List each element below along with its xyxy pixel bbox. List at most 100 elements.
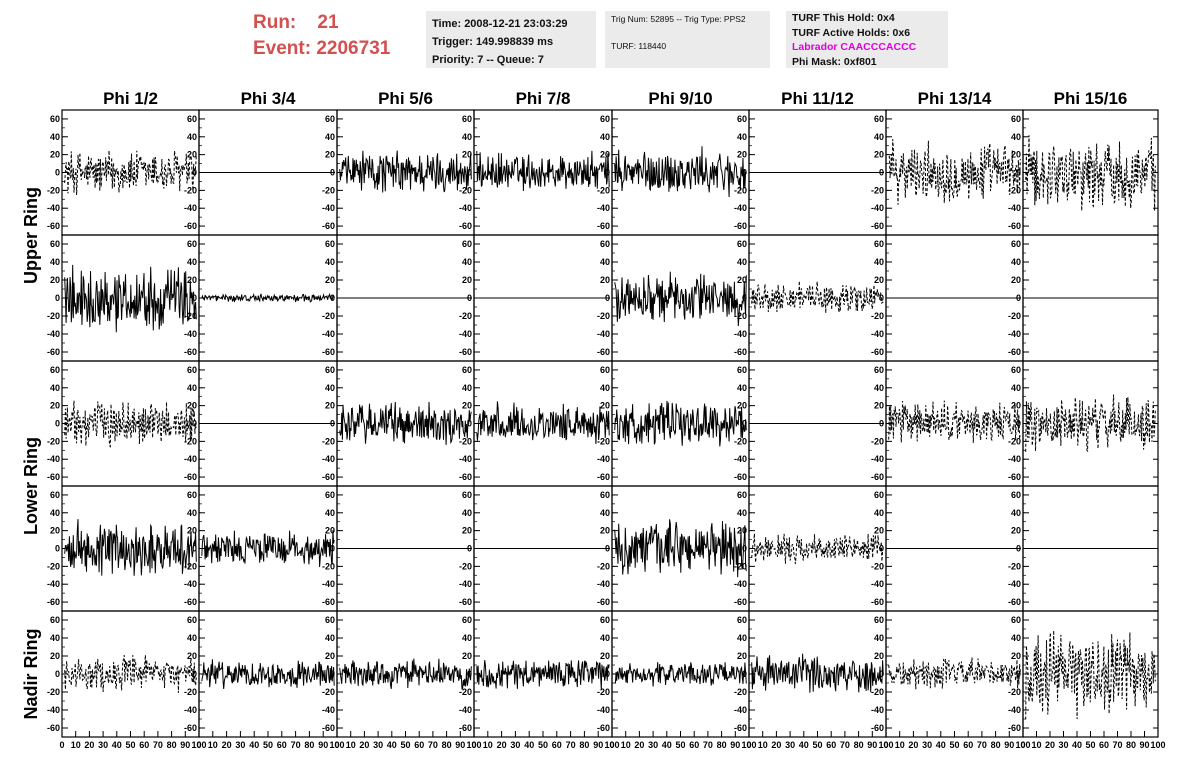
y-tick-label: 40 [874, 508, 884, 518]
y-tick-label: 20 [462, 526, 472, 536]
y-tick-label: -20 [871, 561, 884, 571]
y-tick-label: -60 [47, 723, 60, 733]
x-tick-label: 10 [758, 740, 768, 750]
y-tick-label: 40 [874, 257, 884, 267]
y-tick-label: 20 [1011, 150, 1021, 160]
y-tick-label: -20 [1008, 436, 1021, 446]
waveform-trace [1025, 630, 1156, 720]
y-tick-label: -40 [459, 705, 472, 715]
y-tick-label: 20 [187, 651, 197, 661]
x-tick-label: 20 [222, 740, 232, 750]
y-tick-label: 40 [600, 132, 610, 142]
y-tick-label: 40 [325, 508, 335, 518]
x-tick-label: 90 [1139, 740, 1149, 750]
run-value: 21 [317, 12, 339, 33]
y-tick-label: 40 [1011, 383, 1021, 393]
y-tick-label: 0 [1016, 669, 1021, 679]
x-tick-label: 20 [84, 740, 94, 750]
y-tick-label: 0 [1016, 293, 1021, 303]
x-tick-label: 40 [936, 740, 946, 750]
x-tick-label: 50 [1085, 740, 1095, 750]
y-tick-label: -60 [871, 472, 884, 482]
y-tick-label: -60 [47, 221, 60, 231]
x-tick-label: 80 [579, 740, 589, 750]
y-tick-label: 40 [462, 633, 472, 643]
y-tick-label: 40 [187, 383, 197, 393]
y-tick-label: -60 [1008, 597, 1021, 607]
x-tick-label: 40 [662, 740, 672, 750]
y-tick-label: -60 [597, 221, 610, 231]
x-tick-label: 40 [387, 740, 397, 750]
y-tick-label: 60 [737, 615, 747, 625]
x-tick-label: 100 [1150, 740, 1165, 750]
y-tick-label: 20 [50, 401, 60, 411]
y-tick-label: 40 [600, 508, 610, 518]
x-tick-label: 50 [263, 740, 273, 750]
y-tick-label: 20 [1011, 526, 1021, 536]
y-tick-label: 0 [192, 544, 197, 554]
x-tick-label: 10 [621, 740, 631, 750]
x-tick-label: 50 [812, 740, 822, 750]
y-tick-label: 20 [50, 651, 60, 661]
waveform-trace [476, 150, 610, 192]
y-tick-label: 40 [325, 257, 335, 267]
y-tick-label: 20 [737, 150, 747, 160]
row-title: Lower Ring [21, 437, 41, 535]
y-tick-label: -40 [597, 579, 610, 589]
y-tick-label: -60 [322, 472, 335, 482]
y-tick-label: 40 [737, 508, 747, 518]
column-title: Phi 13/14 [918, 89, 992, 108]
y-tick-label: 40 [50, 257, 60, 267]
y-tick-label: 20 [462, 401, 472, 411]
y-tick-label: -60 [322, 347, 335, 357]
column-title: Phi 1/2 [103, 89, 158, 108]
x-tick-label: 30 [922, 740, 932, 750]
y-tick-label: -40 [871, 705, 884, 715]
x-tick-label: 20 [497, 740, 507, 750]
y-tick-label: -40 [322, 329, 335, 339]
waveform-trace [339, 658, 472, 690]
y-tick-label: -40 [184, 579, 197, 589]
y-tick-label: 60 [50, 365, 60, 375]
y-tick-label: -20 [184, 185, 197, 195]
y-tick-label: -60 [459, 597, 472, 607]
y-tick-label: 60 [187, 490, 197, 500]
y-tick-label: -20 [184, 311, 197, 321]
y-tick-label: 40 [50, 132, 60, 142]
x-tick-label: 0 [1020, 740, 1025, 750]
y-tick-label: -60 [871, 723, 884, 733]
y-tick-label: -20 [322, 561, 335, 571]
x-tick-label: 0 [746, 740, 751, 750]
y-tick-label: 60 [50, 615, 60, 625]
x-tick-label: 100 [191, 740, 206, 750]
y-tick-label: 40 [737, 257, 747, 267]
y-tick-label: -20 [184, 436, 197, 446]
y-tick-label: -20 [1008, 561, 1021, 571]
x-tick-label: 90 [1004, 740, 1014, 750]
y-tick-label: -40 [1008, 705, 1021, 715]
x-tick-label: 100 [329, 740, 344, 750]
priority-text: Priority: 7 -- Queue: 7 [432, 54, 544, 66]
x-tick-label: 80 [1126, 740, 1136, 750]
x-tick-label: 60 [826, 740, 836, 750]
y-tick-label: -40 [1008, 203, 1021, 213]
y-tick-label: 60 [874, 239, 884, 249]
waveform-trace [64, 400, 197, 448]
y-tick-label: 40 [600, 383, 610, 393]
y-tick-label: 0 [55, 669, 60, 679]
x-tick-label: 80 [717, 740, 727, 750]
y-tick-label: -60 [871, 221, 884, 231]
y-tick-label: 40 [462, 508, 472, 518]
y-tick-label: -40 [1008, 454, 1021, 464]
y-tick-label: -20 [322, 687, 335, 697]
y-tick-label: -20 [871, 185, 884, 195]
waveform-trace [64, 654, 197, 693]
x-tick-label: 20 [908, 740, 918, 750]
y-tick-label: -60 [734, 221, 747, 231]
x-tick-label: 70 [566, 740, 576, 750]
y-tick-label: 60 [325, 114, 335, 124]
y-tick-label: 60 [1011, 239, 1021, 249]
x-tick-label: 20 [634, 740, 644, 750]
y-tick-label: 20 [50, 275, 60, 285]
x-tick-label: 40 [1072, 740, 1082, 750]
